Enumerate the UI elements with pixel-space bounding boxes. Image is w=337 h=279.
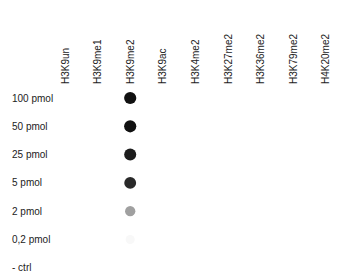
row-label: 100 pmol <box>12 93 53 104</box>
row-label: - ctrl <box>12 262 31 273</box>
column-label: H3K9un <box>60 48 71 84</box>
dot <box>126 235 135 244</box>
dots <box>124 92 136 244</box>
row-label: 2 pmol <box>12 206 42 217</box>
dot <box>124 92 136 104</box>
column-label: H3K4me2 <box>190 39 201 84</box>
column-label: H3K9me2 <box>125 39 136 84</box>
column-label: H3K36me2 <box>255 34 266 84</box>
row-label: 0,2 pmol <box>12 234 50 245</box>
column-label: H3K9me1 <box>92 39 103 84</box>
dot <box>125 206 135 216</box>
chart: H3K9un H3K9me1 H3K9me2 H3K9ac H3K4me2 H3K27me… <box>0 0 337 279</box>
root: H3K9un H3K9me1 H3K9me2 H3K9ac H3K4me2 H3K27me… <box>0 0 337 279</box>
column-label: H3K27me2 <box>223 34 234 84</box>
row-label: 5 pmol <box>12 177 42 188</box>
dot <box>124 120 136 132</box>
dot <box>124 177 136 189</box>
column-label: H4K20me2 <box>320 34 331 84</box>
row-label: 50 pmol <box>12 121 48 132</box>
dot <box>124 149 136 161</box>
column-label: H3K9ac <box>157 48 168 84</box>
column-label: H3K79me2 <box>288 34 299 84</box>
background <box>0 0 337 279</box>
row-label: 25 pmol <box>12 149 48 160</box>
